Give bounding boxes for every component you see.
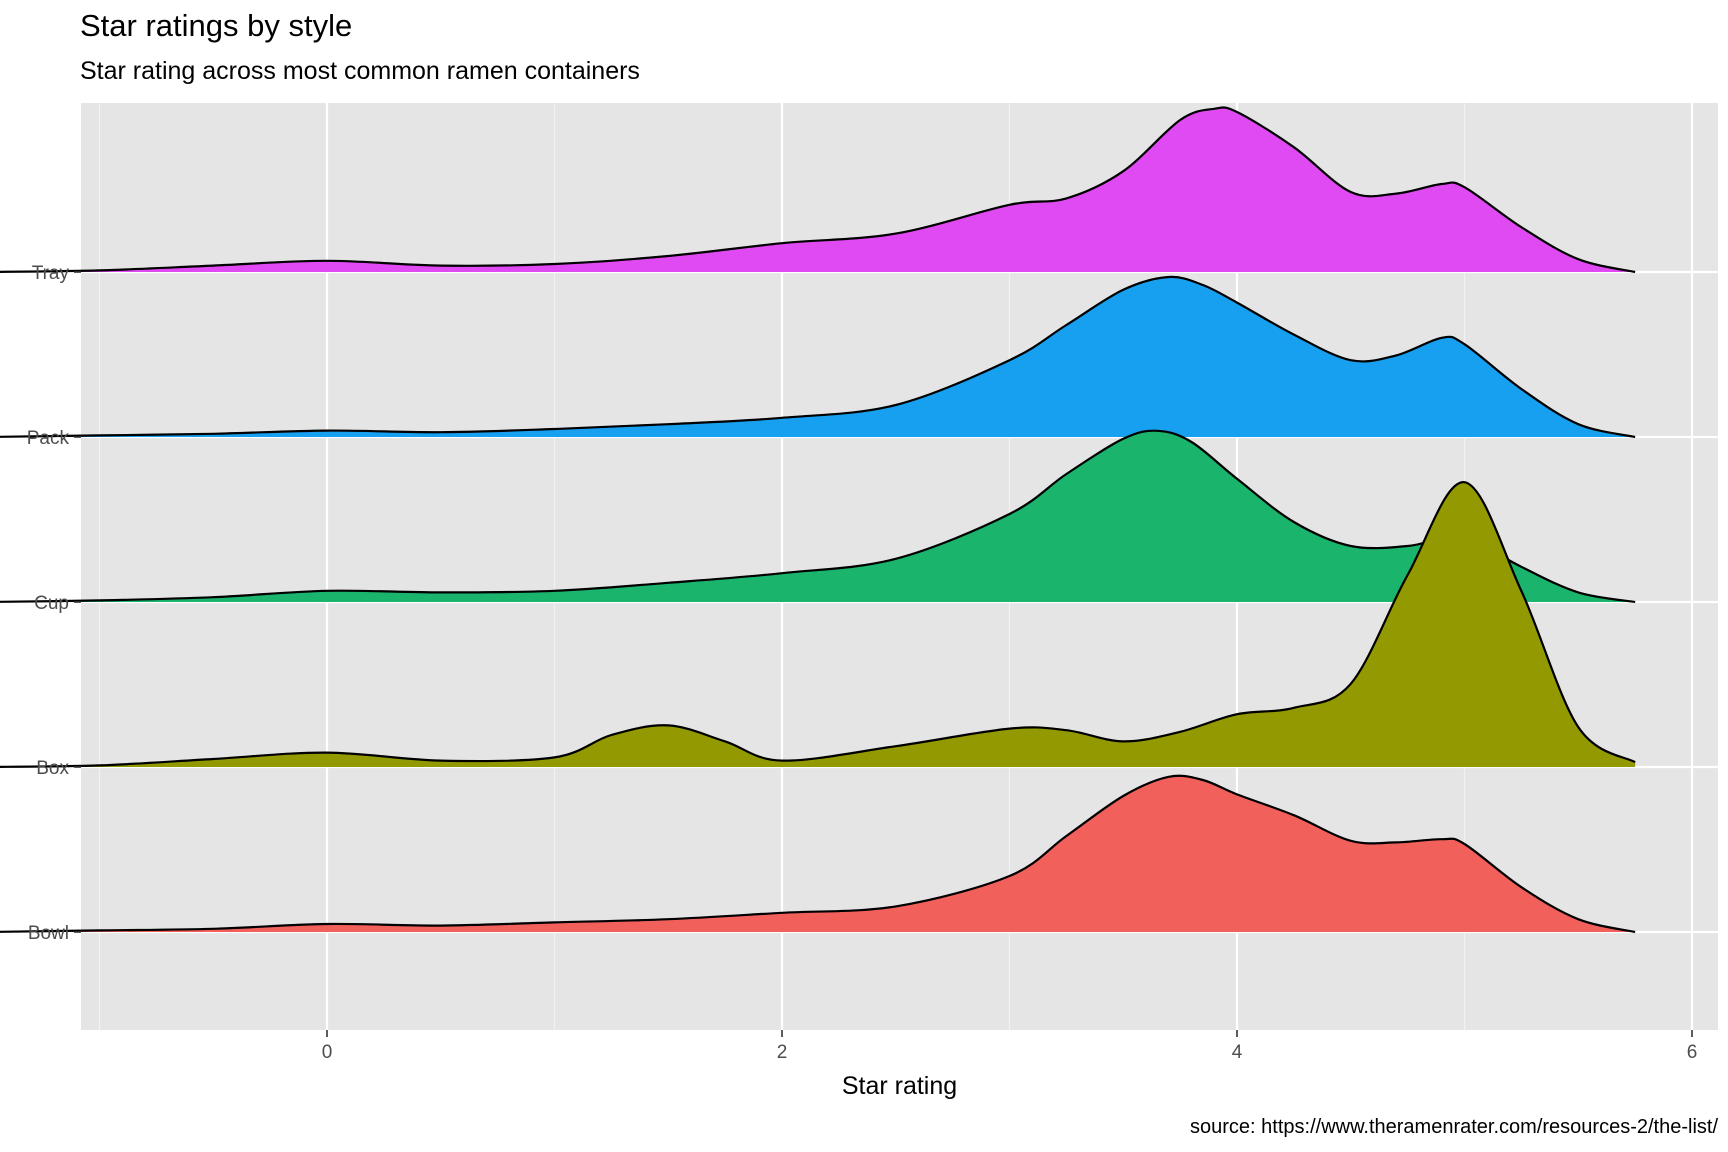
ridge-line-tray: [0, 106, 1636, 274]
ridge-line-pack: [0, 275, 1636, 439]
y-tick-label: Bowl: [28, 923, 69, 944]
ridge-area-tray: [0, 107, 1636, 272]
y-tick-label: Tray: [32, 263, 70, 284]
axis-layer: Bowl Box Cup Pack Tray 0 2 4 6: [27, 263, 1698, 1063]
ridge-line-bowl: [0, 774, 1636, 934]
ridge-area-cup: [0, 430, 1636, 602]
y-tick-label: Box: [36, 758, 69, 779]
ridge-area-pack: [0, 276, 1636, 437]
chart-subtitle: Star rating across most common ramen con…: [80, 57, 640, 85]
ridge-area-box: [0, 482, 1636, 767]
x-axis-title: Star rating: [842, 1072, 957, 1100]
ridge-box: [0, 481, 1636, 768]
y-tick-label: Cup: [34, 593, 69, 614]
chart-title: Star ratings by style: [80, 8, 353, 43]
ridge-area-bowl: [0, 775, 1636, 932]
ridge-pack: [0, 275, 1636, 439]
x-tick-label: 0: [322, 1042, 333, 1063]
x-tick-label: 6: [1687, 1042, 1698, 1063]
ridge-tray: [0, 106, 1636, 274]
x-tick-label: 4: [1232, 1042, 1243, 1063]
ridge-bowl: [0, 774, 1636, 934]
ridge-line-box: [0, 481, 1636, 768]
x-tick-label: 2: [777, 1042, 788, 1063]
chart-caption: source: https://www.theramenrater.com/re…: [1190, 1116, 1718, 1138]
ridge-layer: [0, 106, 1636, 934]
y-tick-label: Pack: [27, 428, 70, 449]
